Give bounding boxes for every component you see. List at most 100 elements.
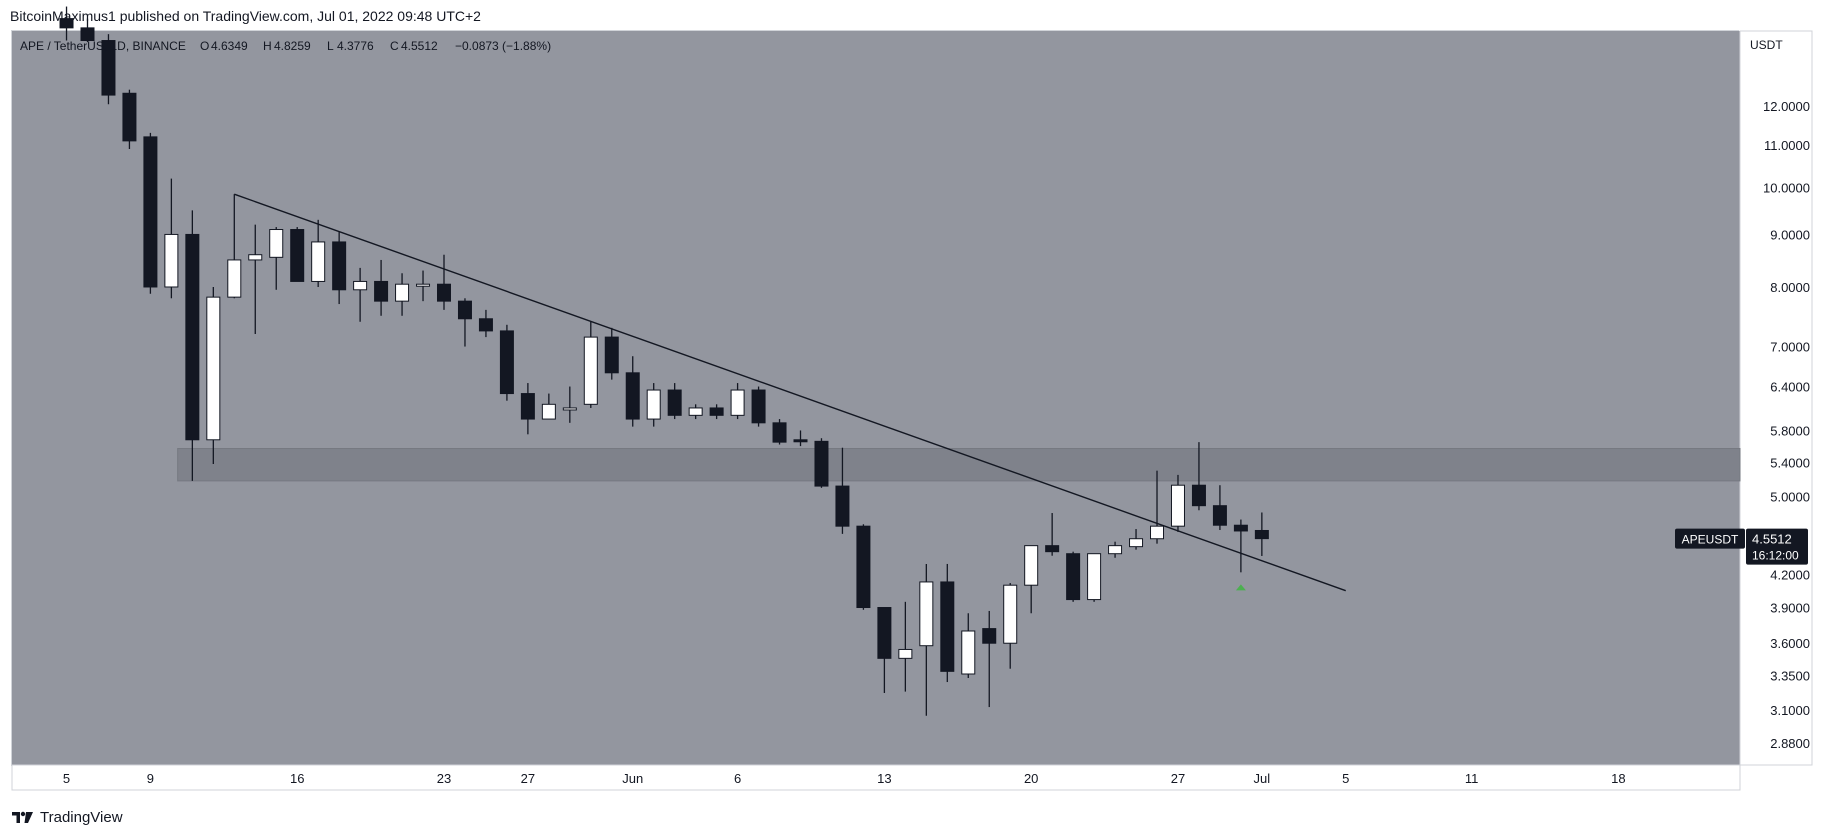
candle-body bbox=[520, 393, 535, 420]
candle-body bbox=[961, 630, 976, 675]
candle bbox=[730, 383, 745, 420]
legend-close-label: C bbox=[390, 39, 399, 53]
candle bbox=[898, 601, 913, 692]
candle-body bbox=[1024, 545, 1039, 586]
tradingview-logo-icon[interactable] bbox=[12, 810, 34, 824]
candle-body bbox=[1108, 545, 1123, 555]
candle-body bbox=[437, 283, 451, 302]
price-tick-label: 8.0000 bbox=[1770, 280, 1810, 295]
candle-body bbox=[1254, 529, 1269, 540]
time-tick-label: 27 bbox=[1171, 771, 1185, 786]
candle-body bbox=[898, 648, 913, 659]
price-tick-label: 3.9000 bbox=[1770, 601, 1810, 616]
candle-body bbox=[709, 407, 724, 416]
candle-body bbox=[227, 259, 242, 298]
price-tick-label: 6.4000 bbox=[1770, 380, 1810, 395]
candle-body bbox=[164, 233, 179, 288]
candle bbox=[520, 383, 535, 435]
time-tick-label: 11 bbox=[1465, 771, 1479, 786]
time-axis[interactable]: 5 9 16 23 27 Jun 6 13 20 27 Jul 5 11 18 bbox=[63, 771, 1626, 786]
time-tick-label: 18 bbox=[1611, 771, 1625, 786]
time-tick-label: Jul bbox=[1254, 771, 1271, 786]
candle bbox=[185, 210, 200, 481]
candlestick-chart[interactable]: 12.0000 11.0000 10.0000 9.0000 8.0000 7.0000 6… bbox=[0, 0, 1824, 800]
price-tick-label: 12.0000 bbox=[1763, 99, 1810, 114]
legend-low-label: L bbox=[327, 39, 334, 53]
candle bbox=[437, 254, 451, 310]
candle bbox=[290, 227, 305, 282]
candle bbox=[583, 321, 598, 408]
candle-body bbox=[856, 525, 871, 609]
candle bbox=[1254, 512, 1269, 556]
candle bbox=[961, 613, 976, 678]
candle-body bbox=[59, 18, 74, 29]
candle bbox=[143, 132, 158, 294]
candle bbox=[227, 194, 242, 299]
candle-body bbox=[185, 233, 200, 441]
candle bbox=[499, 324, 514, 401]
candle-body bbox=[1150, 525, 1165, 540]
price-tick-label: 3.1000 bbox=[1770, 703, 1810, 718]
price-tick-label: 5.8000 bbox=[1770, 423, 1810, 438]
price-axis[interactable]: 12.0000 11.0000 10.0000 9.0000 8.0000 7.0000 6… bbox=[1763, 99, 1810, 751]
legend-close-value: 4.5512 bbox=[401, 39, 438, 53]
candle bbox=[374, 259, 389, 316]
candle bbox=[625, 356, 640, 427]
price-tick-label: 3.3500 bbox=[1770, 668, 1810, 683]
candle bbox=[541, 393, 556, 420]
candle-body bbox=[1129, 538, 1144, 548]
candle bbox=[709, 404, 724, 420]
price-axis-background bbox=[1739, 30, 1813, 766]
price-tick-label: 9.0000 bbox=[1770, 227, 1810, 242]
candles-layer bbox=[59, 6, 1269, 716]
candle-body bbox=[143, 136, 158, 288]
legend-change: −0.0873 (−1.88%) bbox=[455, 39, 551, 53]
legend-symbol: APE / TetherUS, 1D, BINANCE bbox=[20, 39, 186, 53]
price-tick-label: 10.0000 bbox=[1763, 180, 1810, 195]
candle bbox=[562, 386, 577, 423]
symbol-tag-label: APEUSDT bbox=[1682, 533, 1739, 547]
candle bbox=[1024, 545, 1039, 614]
candle bbox=[1212, 485, 1227, 531]
candle-body bbox=[814, 440, 829, 487]
price-tick-label: 5.0000 bbox=[1770, 490, 1810, 505]
candle bbox=[1150, 470, 1165, 544]
candle-body bbox=[583, 336, 598, 405]
candle-body bbox=[604, 336, 619, 374]
green-arrow-marker bbox=[1235, 584, 1246, 591]
legend-low-value: 4.3776 bbox=[337, 39, 374, 53]
candle bbox=[772, 419, 787, 445]
time-tick-label: 27 bbox=[521, 771, 535, 786]
candle-body bbox=[1233, 524, 1248, 532]
tradingview-brand[interactable]: TradingView bbox=[40, 808, 123, 826]
candle-body bbox=[122, 92, 137, 142]
candle-countdown: 16:12:00 bbox=[1752, 549, 1799, 563]
ohlc-legend: APE / TetherUS, 1D, BINANCE O 4.6349 H 4… bbox=[20, 39, 551, 53]
legend-high-value: 4.8259 bbox=[274, 39, 311, 53]
candle bbox=[793, 430, 808, 447]
time-tick-label: Jun bbox=[622, 771, 643, 786]
candle-body bbox=[982, 628, 997, 644]
candle-body bbox=[332, 241, 347, 291]
candle bbox=[1170, 474, 1185, 532]
trendline-layer bbox=[234, 193, 1346, 592]
candle bbox=[814, 438, 829, 488]
candle-body bbox=[688, 407, 703, 416]
candle bbox=[1233, 519, 1248, 573]
time-axis-background bbox=[11, 764, 1741, 791]
price-tick-label: 7.0000 bbox=[1770, 340, 1810, 355]
candle bbox=[877, 607, 892, 693]
candle-body bbox=[311, 241, 326, 282]
legend-high-label: H bbox=[263, 39, 272, 53]
candle bbox=[416, 270, 431, 302]
candle-body bbox=[919, 581, 934, 647]
candle-body bbox=[101, 40, 116, 96]
candle bbox=[688, 404, 703, 420]
candle-body bbox=[374, 280, 389, 302]
candle bbox=[1108, 541, 1123, 558]
candle bbox=[646, 383, 661, 427]
time-tick-label: 5 bbox=[63, 771, 70, 786]
price-tick-label: 11.0000 bbox=[1764, 138, 1810, 153]
candle bbox=[164, 178, 179, 299]
price-tick-label: 2.8800 bbox=[1770, 736, 1810, 751]
